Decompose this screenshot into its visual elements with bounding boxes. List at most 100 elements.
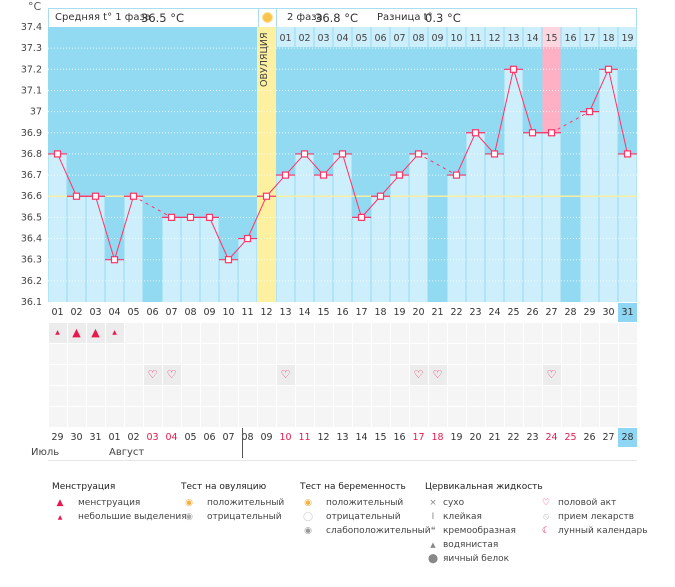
day-entry-cell[interactable]: [580, 365, 599, 385]
day-entry-cell[interactable]: [238, 344, 257, 364]
day-entry-cell[interactable]: [333, 386, 352, 406]
day-entry-cell[interactable]: [390, 323, 409, 343]
day-entry-cell[interactable]: [352, 344, 371, 364]
day-entry-cell[interactable]: [504, 323, 523, 343]
day-entry-cell[interactable]: [428, 344, 447, 364]
day-entry-cell[interactable]: [447, 407, 466, 427]
day-entry-cell[interactable]: [485, 407, 504, 427]
day-entry-cell[interactable]: [181, 344, 200, 364]
day-entry-cell[interactable]: [181, 386, 200, 406]
day-entry-cell[interactable]: ♡: [428, 365, 447, 385]
day-entry-cell[interactable]: [86, 365, 105, 385]
day-entry-cell[interactable]: ♡: [162, 365, 181, 385]
day-entry-cell[interactable]: [67, 344, 86, 364]
day-entry-cell[interactable]: [48, 344, 67, 364]
day-entry-cell[interactable]: [580, 407, 599, 427]
day-entry-cell[interactable]: [352, 407, 371, 427]
day-entry-cell[interactable]: [504, 407, 523, 427]
day-entry-cell[interactable]: [561, 344, 580, 364]
day-entry-cell[interactable]: [276, 386, 295, 406]
day-entry-cell[interactable]: [67, 365, 86, 385]
day-entry-cell[interactable]: [599, 365, 618, 385]
day-entry-cell[interactable]: [580, 344, 599, 364]
day-entry-cell[interactable]: [561, 365, 580, 385]
day-entry-cell[interactable]: [162, 323, 181, 343]
day-entry-cell[interactable]: [523, 407, 542, 427]
day-entry-cell[interactable]: [409, 407, 428, 427]
day-entry-cell[interactable]: [143, 407, 162, 427]
day-entry-cell[interactable]: [295, 365, 314, 385]
day-entry-cell[interactable]: [371, 407, 390, 427]
day-entry-cell[interactable]: [162, 407, 181, 427]
day-entry-cell[interactable]: [409, 344, 428, 364]
day-entry-cell[interactable]: [86, 407, 105, 427]
day-entry-cell[interactable]: [428, 407, 447, 427]
day-entry-cell[interactable]: [48, 365, 67, 385]
day-entry-cell[interactable]: [295, 386, 314, 406]
day-entry-cell[interactable]: [371, 365, 390, 385]
day-entry-cell[interactable]: [219, 344, 238, 364]
day-entry-cell[interactable]: [466, 407, 485, 427]
day-entry-cell[interactable]: [105, 344, 124, 364]
day-entry-cell[interactable]: [428, 386, 447, 406]
day-entry-cell[interactable]: [200, 407, 219, 427]
day-entry-cell[interactable]: [447, 365, 466, 385]
day-entry-cell[interactable]: [390, 407, 409, 427]
day-entry-cell[interactable]: [618, 407, 637, 427]
day-entry-cell[interactable]: ▲: [48, 323, 67, 343]
day-entry-cell[interactable]: [124, 365, 143, 385]
day-entry-cell[interactable]: [618, 365, 637, 385]
day-entry-cell[interactable]: [523, 323, 542, 343]
day-entry-cell[interactable]: [124, 323, 143, 343]
day-entry-cell[interactable]: [580, 386, 599, 406]
day-entry-cell[interactable]: [181, 365, 200, 385]
day-entry-cell[interactable]: [200, 344, 219, 364]
day-entry-cell[interactable]: [428, 323, 447, 343]
day-entry-cell[interactable]: [143, 344, 162, 364]
day-entry-cell[interactable]: [143, 386, 162, 406]
day-entry-cell[interactable]: [409, 323, 428, 343]
day-entry-cell[interactable]: [238, 365, 257, 385]
day-entry-cell[interactable]: [219, 323, 238, 343]
day-entry-cell[interactable]: [390, 365, 409, 385]
day-entry-cell[interactable]: ♡: [542, 365, 561, 385]
day-entry-cell[interactable]: [257, 344, 276, 364]
day-entry-cell[interactable]: ▲: [105, 323, 124, 343]
day-entry-cell[interactable]: ♡: [409, 365, 428, 385]
day-entry-cell[interactable]: [466, 344, 485, 364]
day-entry-cell[interactable]: [333, 365, 352, 385]
day-entry-cell[interactable]: [257, 386, 276, 406]
day-entry-cell[interactable]: [371, 344, 390, 364]
day-entry-cell[interactable]: [371, 323, 390, 343]
day-entry-cell[interactable]: [200, 386, 219, 406]
day-entry-cell[interactable]: [599, 323, 618, 343]
day-entry-cell[interactable]: [162, 386, 181, 406]
day-entry-cell[interactable]: [580, 323, 599, 343]
day-entry-cell[interactable]: [447, 323, 466, 343]
day-entry-cell[interactable]: ♡: [276, 365, 295, 385]
day-entry-cell[interactable]: [143, 323, 162, 343]
day-entry-cell[interactable]: [333, 323, 352, 343]
day-entry-cell[interactable]: [257, 323, 276, 343]
day-entry-cell[interactable]: [48, 407, 67, 427]
day-entry-cell[interactable]: [561, 407, 580, 427]
day-entry-cell[interactable]: [105, 407, 124, 427]
day-entry-cell[interactable]: [124, 386, 143, 406]
day-entry-cell[interactable]: [485, 365, 504, 385]
day-entry-cell[interactable]: [523, 386, 542, 406]
day-entry-cell[interactable]: [276, 344, 295, 364]
day-entry-cell[interactable]: [314, 386, 333, 406]
day-entry-cell[interactable]: [219, 386, 238, 406]
day-entry-cell[interactable]: [371, 386, 390, 406]
day-entry-cell[interactable]: [257, 407, 276, 427]
day-entry-cell[interactable]: [333, 344, 352, 364]
day-entry-cell[interactable]: [504, 344, 523, 364]
day-entry-cell[interactable]: [67, 407, 86, 427]
day-entry-cell[interactable]: [466, 323, 485, 343]
day-entry-cell[interactable]: [599, 386, 618, 406]
day-entry-cell[interactable]: [86, 344, 105, 364]
day-entry-cell[interactable]: [333, 407, 352, 427]
day-entry-cell[interactable]: [447, 386, 466, 406]
day-entry-cell[interactable]: [200, 323, 219, 343]
day-entry-cell[interactable]: [200, 365, 219, 385]
